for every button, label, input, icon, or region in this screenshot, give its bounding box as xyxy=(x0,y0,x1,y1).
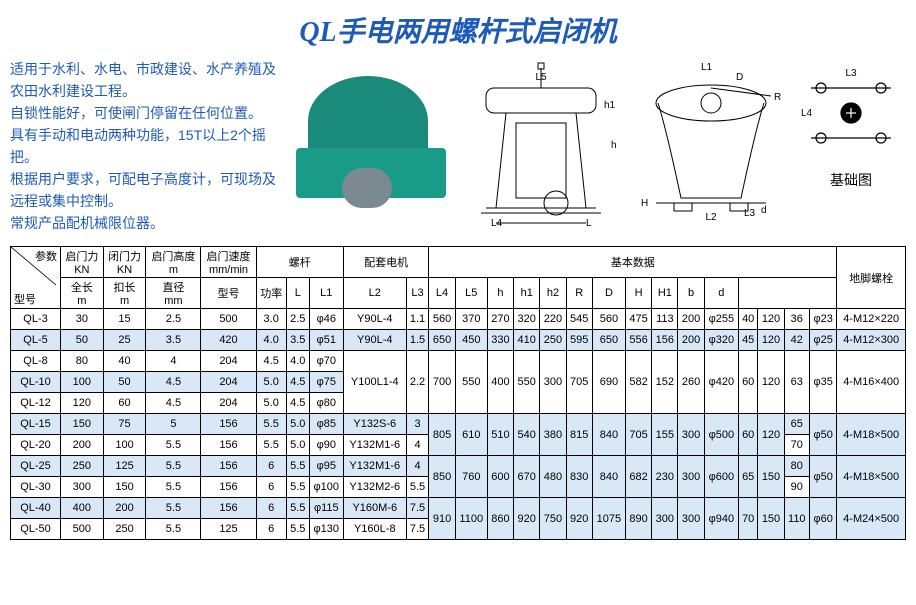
svg-text:L2: L2 xyxy=(705,212,717,223)
page-title: QL手电两用螺杆式启闭机 xyxy=(10,10,906,50)
hdr-L: L xyxy=(286,278,309,309)
desc-line4: 根据用户要求，可配电子高度计，可现场及远程或集中控制。 xyxy=(10,168,284,212)
hdr-param-model: 参数 型号 xyxy=(11,247,61,309)
svg-text:D: D xyxy=(736,72,743,83)
diagrams: L5 h h1 L4 L L1 D R xyxy=(456,58,906,228)
hdr-H: H xyxy=(625,278,651,309)
hdr-L2: L2 xyxy=(343,278,406,309)
svg-text:d: d xyxy=(761,205,767,216)
hdr-closeF: 闭门力KN xyxy=(103,247,146,278)
hdr-L5: L5 xyxy=(455,278,487,309)
front-diagram: L5 h h1 L4 L xyxy=(456,58,626,228)
hdr-L3: L3 xyxy=(406,278,429,309)
hdr-power: 功率 xyxy=(256,278,286,309)
hdr-bolt: 地脚螺栓 xyxy=(837,247,906,309)
svg-text:L5: L5 xyxy=(535,72,547,83)
svg-text:L4: L4 xyxy=(801,108,813,119)
hdr-basic: 基本数据 xyxy=(429,247,837,278)
svg-text:R: R xyxy=(774,92,781,103)
hdr-motorModel: 型号 xyxy=(201,278,256,309)
svg-text:H: H xyxy=(641,198,648,209)
svg-text:L1: L1 xyxy=(701,62,713,73)
hdr-dia: 直径mm xyxy=(146,278,201,309)
desc-line1: 适用于水利、水电、市政建设、水产养殖及农田水利建设工程。 xyxy=(10,58,284,102)
hdr-b: b xyxy=(678,278,704,309)
row-ql15: QL-151507551565.55.0φ85Y132S-63 80561051… xyxy=(11,414,906,435)
svg-text:L: L xyxy=(586,218,592,228)
desc-line5: 常规产品配机械限位器。 xyxy=(10,212,284,234)
hdr-D: D xyxy=(592,278,625,309)
hdr-fullL: 全长m xyxy=(61,278,104,309)
svg-text:L4: L4 xyxy=(491,218,503,228)
hdr-H1: H1 xyxy=(652,278,678,309)
desc-line3: 具有手动和电动两种功能，15T以上2个摇把。 xyxy=(10,124,284,168)
row-ql5: QL-550253.54204.03.5φ51Y90L-41.565045033… xyxy=(11,330,906,351)
hdr-d: d xyxy=(704,278,738,309)
side-diagram: L1 D R L2 L3 d H xyxy=(626,58,796,228)
hdr-screw: 螺杆 xyxy=(256,247,343,278)
row-ql3: QL-330152.55003.02.5φ46Y90L-41.156037027… xyxy=(11,309,906,330)
hdr-h1: h1 xyxy=(514,278,540,309)
svg-text:h: h xyxy=(611,140,617,151)
svg-text:L3: L3 xyxy=(744,208,756,219)
product-photo xyxy=(294,58,446,218)
base-diagram-label: 基础图 xyxy=(796,170,906,190)
top-section: 适用于水利、水电、市政建设、水产养殖及农田水利建设工程。 自锁性能好，可使闸门停… xyxy=(10,58,906,234)
row-ql25: QL-252501255.515665.5φ95Y132M1-64 850760… xyxy=(11,456,906,477)
hdr-motor: 配套电机 xyxy=(343,247,428,278)
hdr-h2: h2 xyxy=(540,278,566,309)
base-diagram: L3 L4 基础图 xyxy=(796,58,906,190)
desc-line2: 自锁性能好，可使闸门停留在任何位置。 xyxy=(10,102,284,124)
row-ql8: QL-8804042044.54.0φ70 Y100L1-42.27005504… xyxy=(11,351,906,372)
svg-text:h1: h1 xyxy=(604,100,616,111)
hdr-height: 启门高度m xyxy=(146,247,201,278)
hdr-L4: L4 xyxy=(429,278,455,309)
hdr-h: h xyxy=(487,278,513,309)
spec-table: 参数 型号 启门力KN 闭门力KN 启门高度m 启门速度mm/min 螺杆 配套… xyxy=(10,246,906,540)
hdr-R: R xyxy=(566,278,592,309)
hdr-L1: L1 xyxy=(309,278,343,309)
svg-text:L3: L3 xyxy=(845,68,857,79)
hdr-openF: 启门力KN xyxy=(61,247,104,278)
hdr-holdL: 扣长m xyxy=(103,278,146,309)
row-ql40: QL-404002005.515665.5φ115Y160M-67.5 9101… xyxy=(11,498,906,519)
description-text: 适用于水利、水电、市政建设、水产养殖及农田水利建设工程。 自锁性能好，可使闸门停… xyxy=(10,58,284,234)
hdr-speed: 启门速度mm/min xyxy=(201,247,256,278)
